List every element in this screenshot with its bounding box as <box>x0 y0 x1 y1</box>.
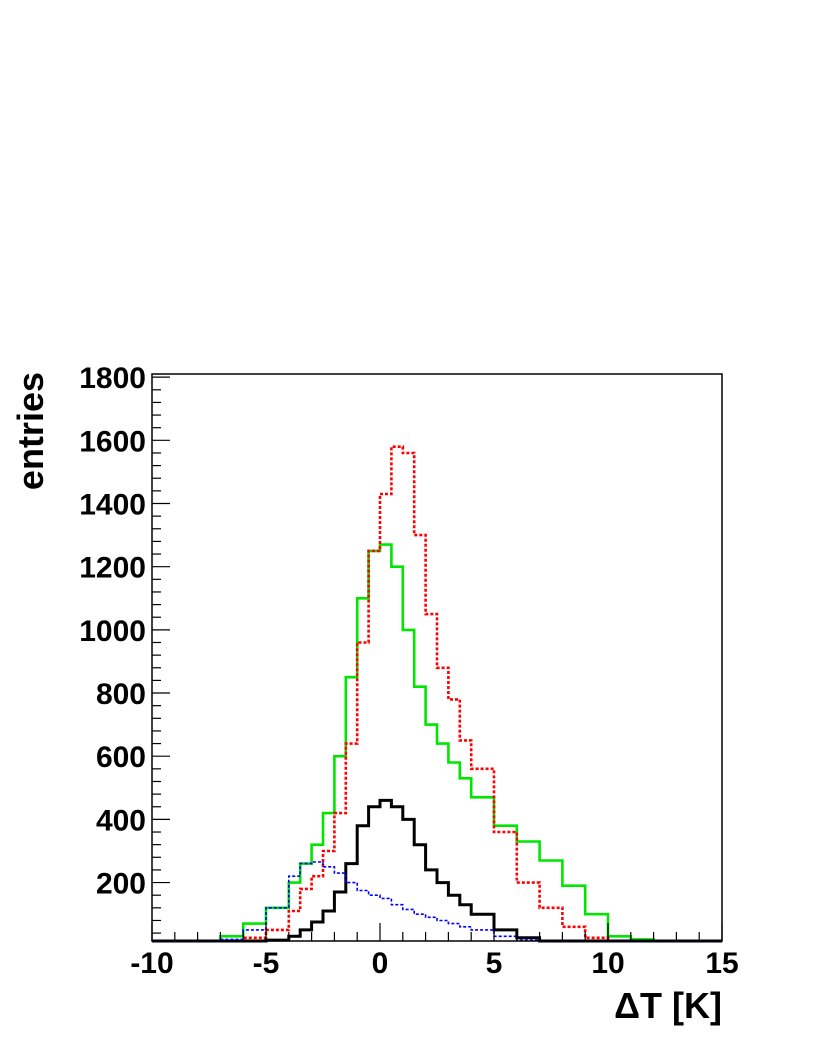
series-line-1 <box>152 543 722 943</box>
y-tick-label: 1600 <box>79 425 146 458</box>
y-tick-label: 1000 <box>79 615 146 648</box>
x-tick-label: 15 <box>705 947 738 980</box>
y-tick-label: 1200 <box>79 552 146 585</box>
x-tick-label: 0 <box>372 947 389 980</box>
series-line-2 <box>152 445 722 943</box>
x-tick-label: -10 <box>130 947 173 980</box>
y-tick-label: 200 <box>96 868 146 901</box>
x-tick-label: -5 <box>253 947 280 980</box>
y-axis-title: entries <box>10 372 51 490</box>
plot-frame <box>151 373 723 942</box>
y-tick-label: 1400 <box>79 489 146 522</box>
x-tick-label: 5 <box>486 947 503 980</box>
y-tick-label: 400 <box>96 804 146 837</box>
x-tick-label: 10 <box>591 947 624 980</box>
x-axis-title: ΔT [K] <box>614 985 722 1026</box>
y-tick-label: 600 <box>96 741 146 774</box>
ticks-layer <box>151 376 723 941</box>
series-line-4 <box>152 861 722 942</box>
y-tick-label: 800 <box>96 678 146 711</box>
series-layer <box>152 445 722 943</box>
y-tick-label: 1800 <box>79 362 146 395</box>
tick-labels: -10 -5 0 5 10 15 200 400 600 800 1000 1200 1400 1600 1… <box>79 362 738 980</box>
